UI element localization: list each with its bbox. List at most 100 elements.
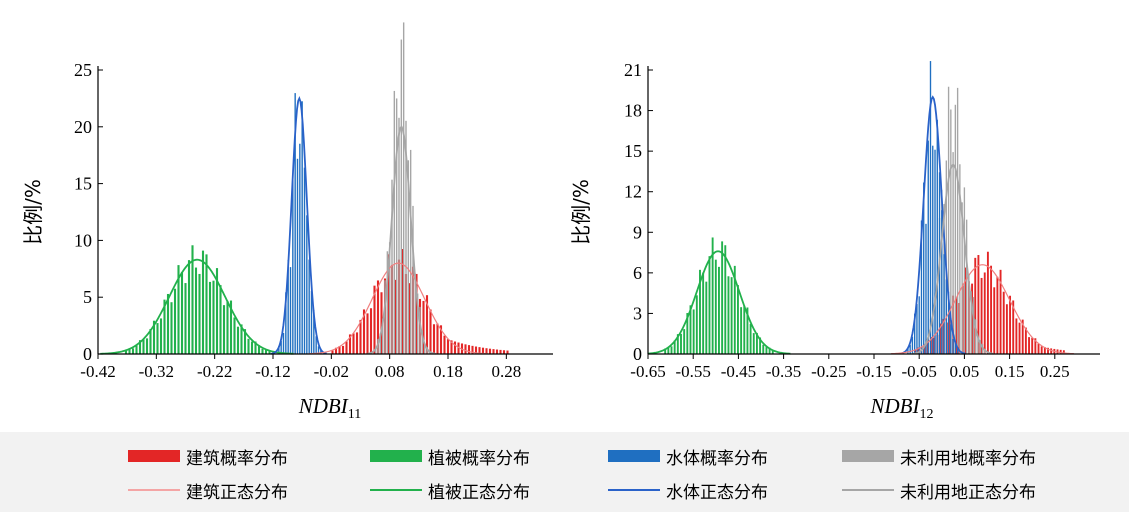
bar-building — [933, 337, 936, 354]
bar-barren — [968, 275, 970, 354]
bar-building — [359, 319, 362, 354]
bar-building — [1005, 304, 1008, 354]
y-tick-label: 20 — [74, 117, 92, 137]
legend-swatch-vegetation-prob — [370, 450, 422, 462]
bar-water — [952, 339, 954, 354]
bar-water — [909, 344, 911, 354]
legend-item-barren-prob: 未利用地概率分布 — [842, 442, 1036, 470]
bar-vegetation — [755, 332, 758, 354]
bar-vegetation — [746, 307, 749, 354]
bars-water — [278, 93, 322, 354]
bar-building — [974, 257, 977, 354]
y-tick-label: 6 — [633, 263, 642, 283]
bar-building — [341, 345, 345, 354]
bar-building — [471, 345, 474, 354]
bar-barren — [965, 219, 968, 354]
bar-vegetation — [177, 265, 180, 354]
bar-vegetation — [752, 333, 755, 354]
bar-barren — [412, 205, 414, 354]
bar-vegetation — [705, 281, 708, 354]
bar-building — [380, 292, 383, 354]
bar-building — [971, 283, 974, 354]
bar-building — [450, 340, 453, 354]
bar-building — [1002, 291, 1005, 354]
bar-building — [986, 251, 989, 354]
bar-vegetation — [730, 277, 733, 354]
bar-barren — [381, 318, 384, 354]
bar-vegetation — [208, 281, 212, 354]
legend-item-building-prob: 建筑概率分布 — [128, 442, 288, 470]
bar-building — [1021, 319, 1024, 354]
bar-barren — [426, 347, 428, 354]
normal-curve-vegetation — [100, 258, 294, 355]
bar-building — [415, 273, 418, 354]
bar-barren — [975, 319, 977, 354]
bar-building — [425, 295, 429, 354]
bar-vegetation — [149, 328, 152, 354]
bar-vegetation — [180, 271, 184, 354]
x-tick-label: -0.05 — [901, 362, 936, 381]
legend: 建筑概率分布 植被概率分布 水体概率分布 未利用地概率分布 建筑正态分布 植被正… — [0, 432, 1129, 512]
bar-vegetation — [135, 345, 138, 354]
x-axis-label-main: NDBI — [298, 394, 349, 418]
bar-water — [907, 348, 909, 354]
legend-label: 建筑概率分布 — [186, 448, 288, 469]
bar-building — [506, 350, 509, 354]
bar-vegetation — [229, 300, 233, 354]
bar-vegetation — [771, 350, 774, 354]
bar-vegetation — [686, 313, 689, 354]
x-tick-label: -0.45 — [721, 362, 756, 381]
bar-vegetation — [152, 320, 156, 354]
bar-water — [947, 291, 950, 354]
bar-vegetation — [676, 334, 679, 354]
y-axis-label: 比例/% — [21, 179, 45, 245]
normal-curve-building — [308, 262, 489, 355]
legend-item-barren-normal: 未利用地正态分布 — [842, 476, 1036, 504]
bar-barren — [984, 349, 986, 354]
bar-vegetation — [124, 349, 128, 354]
bar-vegetation — [264, 349, 268, 354]
bar-vegetation — [721, 241, 724, 354]
bar-vegetation — [212, 280, 215, 354]
bar-barren — [393, 90, 396, 355]
bar-building — [376, 280, 380, 354]
bar-building — [964, 267, 967, 354]
legend-label: 未利用地正态分布 — [900, 482, 1036, 503]
y-tick-label: 18 — [624, 101, 642, 121]
bar-vegetation — [194, 267, 198, 354]
bar-building — [1034, 338, 1037, 354]
bar-building — [495, 349, 499, 354]
bar-vegetation — [138, 340, 142, 354]
bar-water — [310, 290, 313, 354]
bar-vegetation — [156, 323, 159, 354]
bar-building — [348, 334, 352, 354]
bar-building — [1018, 322, 1021, 354]
bar-building — [488, 348, 492, 354]
bar-building — [338, 346, 341, 354]
bar-vegetation — [170, 302, 173, 354]
bar-building — [464, 344, 467, 354]
bar-barren — [407, 160, 410, 354]
bar-building — [1062, 350, 1065, 354]
bar-water — [918, 296, 920, 354]
bar-building — [1009, 295, 1012, 354]
x-tick-label: 0.18 — [433, 362, 463, 381]
x-axis-label: NDBI11 — [298, 394, 361, 422]
bar-building — [478, 347, 481, 354]
bar-water — [292, 180, 294, 354]
x-tick-label: -0.22 — [197, 362, 232, 381]
bar-barren — [400, 39, 403, 355]
bar-building — [1012, 300, 1015, 354]
bar-barren — [977, 336, 979, 354]
bar-water — [313, 309, 315, 354]
bar-building — [983, 272, 986, 354]
bar-water — [289, 267, 292, 354]
legend-label: 水体正态分布 — [666, 482, 768, 503]
x-tick-label: -0.42 — [80, 362, 115, 381]
bar-barren — [945, 160, 947, 354]
y-tick-label: 21 — [624, 60, 642, 80]
bar-building — [345, 341, 348, 354]
bar-barren — [421, 330, 424, 354]
bar-building — [1040, 346, 1043, 354]
bar-water — [303, 167, 306, 354]
